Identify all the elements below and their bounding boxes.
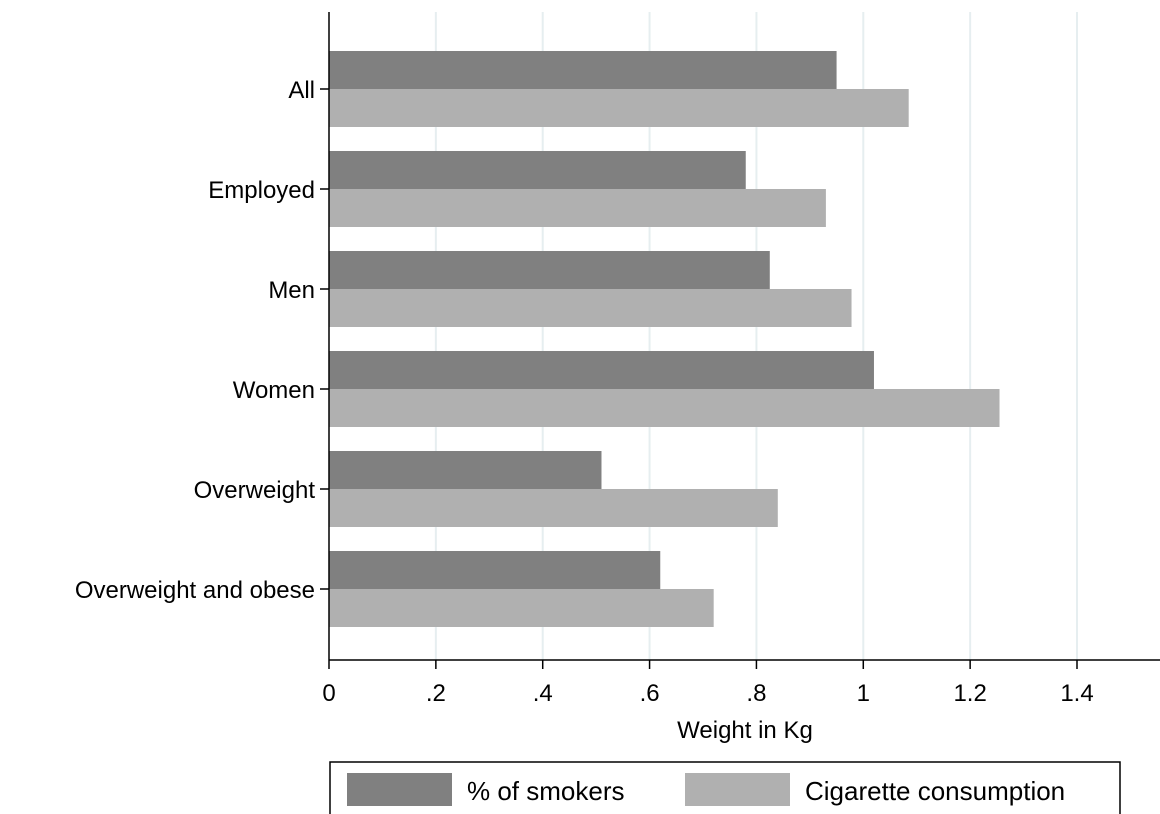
category-label: Overweight and obese — [75, 577, 315, 604]
category-label: Men — [268, 277, 315, 304]
bar-cigarette-consumption-3 — [329, 389, 1000, 427]
x-tick-label: .6 — [640, 680, 660, 707]
bar-cigarette-consumption-5 — [329, 589, 714, 627]
legend-label-cigarette-consumption: Cigarette consumption — [805, 776, 1065, 806]
category-labels: All Employed Men Women Overweight Overweight … — [75, 77, 315, 604]
bar-smokers-5 — [329, 551, 661, 589]
bars — [329, 51, 1000, 627]
x-tick-labels: 0 .2 .4 .6 .8 1 1.2 1.4 — [322, 680, 1093, 707]
category-label: All — [288, 77, 315, 104]
bar-cigarette-consumption-4 — [329, 489, 778, 527]
x-axis-title: Weight in Kg — [677, 717, 813, 744]
bar-smokers-1 — [329, 151, 746, 189]
bar-smokers-4 — [329, 451, 602, 489]
category-label: Employed — [208, 177, 315, 204]
axes — [320, 12, 1160, 669]
bar-smokers-0 — [329, 51, 837, 89]
x-tick-label: 0 — [322, 680, 335, 707]
legend: % of smokers Cigarette consumption — [329, 761, 1121, 814]
bar-smokers-3 — [329, 351, 874, 389]
x-tick-label: 1 — [857, 680, 870, 707]
bar-cigarette-consumption-0 — [329, 89, 909, 127]
bar-smokers-2 — [329, 251, 770, 289]
category-label: Overweight — [194, 477, 316, 504]
legend-swatch-cigarette-consumption — [685, 773, 790, 806]
bar-cigarette-consumption-2 — [329, 289, 852, 327]
x-tick-label: 1.4 — [1060, 680, 1093, 707]
x-tick-label: 1.2 — [953, 680, 986, 707]
category-label: Women — [233, 377, 315, 404]
x-tick-label: .4 — [533, 680, 553, 707]
legend-swatch-smokers — [347, 773, 452, 806]
x-tick-label: .2 — [426, 680, 446, 707]
x-tick-label: .8 — [746, 680, 766, 707]
legend-label-smokers: % of smokers — [467, 776, 625, 806]
bar-cigarette-consumption-1 — [329, 189, 826, 227]
